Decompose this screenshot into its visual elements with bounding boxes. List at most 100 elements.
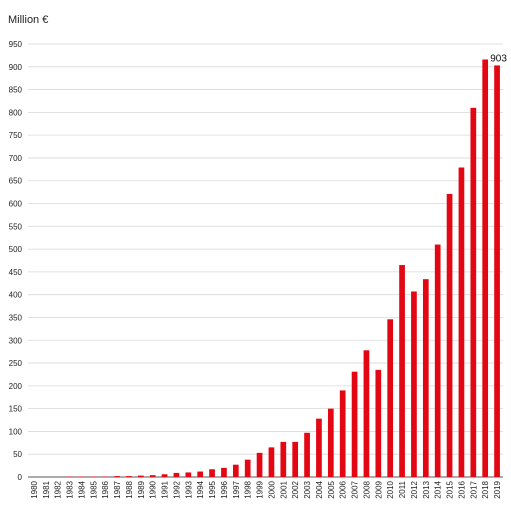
x-tick-label: 1995: [208, 480, 217, 498]
bar-1993: [185, 472, 192, 477]
x-tick-label: 2015: [446, 480, 455, 498]
bar-2012: [411, 291, 417, 477]
x-tick-label: 1997: [232, 480, 241, 498]
bar-2009: [375, 369, 382, 477]
x-tick-label: 2014: [434, 480, 443, 498]
x-tick-label: 2004: [315, 480, 324, 498]
x-tick-label: 1993: [184, 480, 193, 498]
bar-2007: [351, 371, 358, 477]
bar-1999: [256, 452, 263, 477]
bar-2001: [280, 441, 287, 477]
bar-2011: [399, 265, 405, 477]
y-tick-label: 250: [9, 359, 23, 368]
x-tick-label: 1994: [196, 480, 205, 498]
bar-1990: [149, 475, 156, 477]
x-tick-label: 2006: [339, 480, 348, 498]
bar-1998: [244, 459, 251, 477]
x-tick-label: 2013: [422, 480, 431, 498]
x-tick-label: 1981: [42, 480, 51, 498]
bar-2016: [458, 167, 465, 477]
y-tick-label: 100: [9, 427, 23, 436]
bars: [66, 59, 500, 478]
y-axis-ticks: 0 50 100 150 200 250 300 350 400 450 500 550 600 650 7…: [9, 40, 23, 482]
x-axis-ticks: 1980 1981 1982 1983 1984 1985 1986 1987 1988 1989…: [30, 480, 502, 498]
y-tick-label: 450: [9, 268, 23, 277]
bar-2015: [446, 193, 453, 477]
bar-2017: [470, 107, 477, 478]
bar-1995: [209, 469, 215, 477]
y-tick-label: 400: [9, 291, 23, 300]
bar-1994: [197, 471, 204, 477]
y-tick-label: 950: [9, 40, 23, 49]
x-tick-label: 1985: [89, 480, 98, 498]
bar-1988: [126, 476, 132, 477]
x-tick-label: 2005: [327, 480, 336, 498]
x-tick-label: 2001: [279, 480, 288, 498]
x-tick-label: 2019: [493, 480, 502, 498]
y-tick-label: 150: [9, 405, 23, 414]
bar-1997: [232, 464, 239, 477]
x-tick-label: 1983: [66, 480, 75, 498]
y-tick-label: 550: [9, 222, 23, 231]
y-tick-label: 0: [18, 473, 23, 482]
x-tick-label: 1984: [77, 480, 86, 498]
bar-2018: [482, 59, 489, 478]
x-tick-label: 2009: [374, 480, 383, 498]
x-tick-label: 2016: [457, 480, 466, 498]
x-tick-label: 1987: [113, 480, 122, 498]
y-tick-label: 800: [9, 108, 23, 117]
bar-2003: [304, 432, 310, 477]
x-tick-label: 1990: [149, 480, 158, 498]
y-tick-label: 900: [9, 63, 23, 72]
y-tick-label: 300: [9, 336, 23, 345]
y-tick-label: 50: [13, 450, 22, 459]
x-tick-label: 1989: [137, 480, 146, 498]
x-tick-label: 1991: [161, 480, 170, 498]
x-tick-label: 1982: [54, 480, 63, 498]
x-tick-label: 1998: [244, 480, 253, 498]
bar-1991: [161, 474, 168, 477]
y-tick-label: 200: [9, 382, 23, 391]
x-tick-label: 1988: [125, 480, 134, 498]
gridlines: [28, 43, 503, 478]
y-tick-label: 750: [9, 131, 23, 140]
x-tick-label: 2002: [291, 480, 300, 498]
bar-2000: [268, 447, 275, 477]
y-tick-label: 700: [9, 154, 23, 163]
y-tick-label: 600: [9, 200, 23, 209]
bar-2014: [434, 244, 441, 477]
x-tick-label: 2012: [410, 480, 419, 498]
x-tick-label: 2008: [362, 480, 371, 498]
bar-2005: [327, 408, 334, 477]
x-tick-label: 2003: [303, 480, 312, 498]
data-label: 903: [490, 53, 507, 64]
y-axis-unit-label: Million €: [8, 14, 49, 26]
x-tick-label: 2018: [481, 480, 490, 498]
y-tick-label: 350: [9, 313, 23, 322]
y-tick-label: 850: [9, 86, 23, 95]
x-tick-label: 2010: [386, 480, 395, 498]
data-labels: 903: [490, 53, 507, 64]
x-tick-label: 2011: [398, 480, 407, 498]
x-tick-label: 2007: [351, 480, 360, 498]
bar-1996: [221, 467, 227, 477]
y-tick-label: 650: [9, 177, 23, 186]
bar-1987: [114, 476, 120, 477]
bar-2013: [422, 279, 429, 477]
bar-2008: [363, 350, 370, 477]
x-tick-label: 2017: [469, 480, 478, 498]
bar-1989: [137, 475, 144, 477]
y-tick-label: 500: [9, 245, 23, 254]
bar-2006: [339, 390, 346, 477]
x-tick-label: 1999: [256, 480, 265, 498]
bar-2004: [316, 418, 322, 477]
bar-1992: [173, 472, 180, 477]
x-tick-label: 1980: [30, 480, 39, 498]
x-tick-label: 1986: [101, 480, 110, 498]
x-tick-label: 1992: [172, 480, 181, 498]
x-tick-label: 1996: [220, 480, 229, 498]
bar-2002: [292, 441, 299, 477]
x-tick-label: 2000: [267, 480, 276, 498]
